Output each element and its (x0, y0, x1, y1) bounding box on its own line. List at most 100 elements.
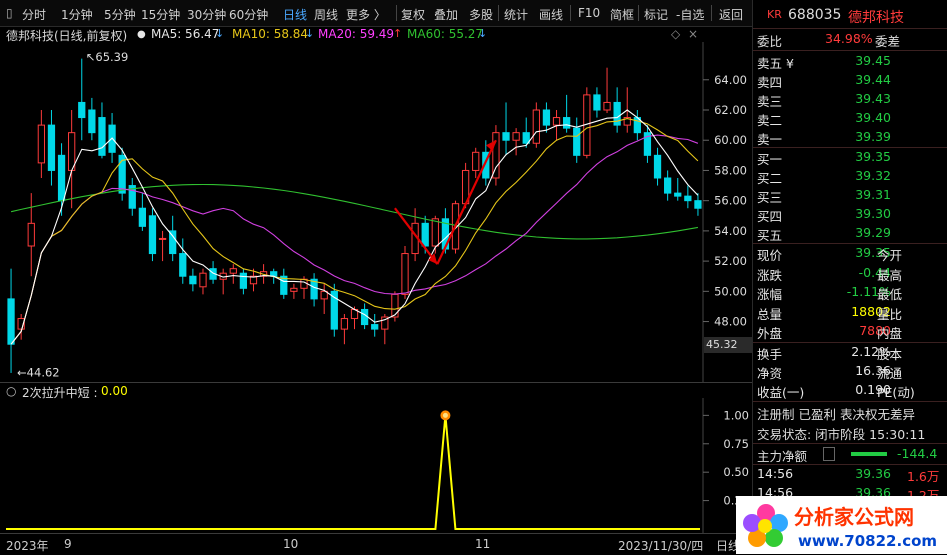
ma60-arrow-down-icon: ↓ (478, 27, 488, 40)
candle-body (17, 318, 25, 330)
ma20-label: MA20: 59.49 (318, 27, 395, 41)
quote-row: 现价 39.35 今开 (757, 245, 903, 263)
candle-body (613, 101, 621, 126)
toolbar-item-1[interactable]: 1分钟 (61, 8, 93, 22)
ma5-arrow-down-icon: ↓ (215, 27, 225, 40)
axis-year-label: 2023年 (6, 539, 49, 553)
ma5-label: MA5: 56.47 (151, 27, 220, 41)
ma20-arrow-up-icon: ↑ (393, 27, 403, 40)
time-axis: 2023年 9 10 11 2023/11/30/四 日线 (0, 533, 752, 555)
candle-body (562, 117, 571, 129)
candle-body (320, 290, 328, 300)
candle-body (158, 237, 167, 240)
price-tick-label: 58.00 (714, 163, 747, 177)
candle-body (57, 154, 66, 202)
toolbar-item-13[interactable]: 画线 (539, 8, 564, 22)
bid-row: 买五 39.29 (757, 225, 891, 243)
drawn-arrow-down (394, 207, 439, 265)
indicator-value: 0.00 (101, 384, 128, 398)
ask-row: 卖三 39.43 (757, 91, 891, 109)
toolbar-item-11[interactable]: 多股 (469, 8, 494, 22)
main-flow-row: 主力净额 -144.4 (757, 446, 938, 464)
price-tick-label: 50.00 (714, 284, 747, 298)
price-tick-label: 60.00 (714, 133, 747, 147)
toolbar-item-8[interactable]: 更多 〉 (346, 8, 386, 22)
toolbar-separator (396, 5, 397, 21)
indicator-tick-label: 0.75 (723, 437, 749, 451)
candle-body (512, 132, 520, 141)
quote-row: 外盘 7880 内盘 (757, 323, 903, 341)
axis-month-9: 9 (64, 537, 72, 551)
settings-dot-icon[interactable]: ● (137, 29, 146, 40)
candle-body (401, 253, 409, 295)
low-annotation: ←44.62 (17, 366, 60, 380)
toolbar-item-9[interactable]: 复权 (401, 8, 426, 22)
toolbar-item-10[interactable]: 叠加 (434, 8, 459, 22)
candle-body (47, 124, 56, 171)
price-tick-label: 52.00 (714, 254, 747, 268)
axis-date-label: 2023/11/30/四 (618, 539, 704, 553)
toolbar-item-17[interactable]: -自选 (676, 8, 705, 22)
candle-body (189, 275, 197, 285)
toolbar-item-15[interactable]: 简框 (610, 8, 635, 22)
trade-status: 交易状态: 闭市阶段 15:30:11 (757, 427, 926, 442)
candle-body (169, 230, 177, 255)
candle-body (37, 124, 45, 164)
toolbar-item-5[interactable]: 60分钟 (229, 8, 269, 22)
toolbar-item-16[interactable]: 标记 (644, 8, 669, 22)
candle-body (391, 293, 399, 318)
indicator-tick-label: 1.00 (723, 408, 749, 422)
toolbar-item-18[interactable]: 返回 (719, 8, 744, 22)
signal-marker-core (442, 412, 448, 418)
candle-body (532, 109, 540, 144)
indicator-toggle-icon[interactable]: ○ (6, 384, 17, 398)
candle-body (340, 318, 349, 330)
candle-body (431, 218, 439, 247)
ma10-line (10, 118, 699, 345)
toolbar-item-7[interactable]: 周线 (314, 8, 339, 22)
candle-body (128, 185, 136, 209)
diamond-icon[interactable]: ◇ (671, 27, 681, 41)
candlestick-chart[interactable]: 48.00 50.00 52.00 54.00 56.00 58.00 60.00 62.00… (0, 42, 752, 382)
candle-body (229, 268, 237, 274)
axis-month-11: 11 (475, 537, 491, 551)
candle-body (653, 154, 662, 179)
close-icon[interactable]: × (688, 27, 699, 41)
toolbar-separator (711, 5, 712, 21)
quote-row: 总量 18802 量比 (757, 303, 903, 322)
candle-body (674, 192, 682, 197)
toolbar-item-3[interactable]: 15分钟 (141, 8, 181, 22)
toolbar-item-6[interactable]: 日线 (283, 8, 308, 22)
indicator-chart[interactable]: 0.250.500.751.00 (0, 398, 752, 533)
candle-body (684, 195, 692, 202)
ask-row: 卖四 39.44 (757, 72, 891, 90)
price-tick-label: 54.00 (714, 224, 747, 238)
candle-body (421, 222, 429, 247)
price-tick-label: 64.00 (714, 73, 747, 87)
indicator-tick-label: 0.50 (723, 465, 749, 479)
candle-body (249, 275, 258, 285)
toolbar-item-14[interactable]: F10 (578, 6, 601, 20)
axis-period-label: 日线 (716, 539, 741, 553)
ma10-label: MA10: 58.84 (232, 27, 309, 41)
bid-row: 买四 39.30 (757, 206, 891, 224)
candle-body (179, 253, 187, 277)
stats-row: 净资 16.36 流通 (757, 363, 903, 381)
toolbar-item-0[interactable]: 分时 (22, 8, 47, 22)
webi-row: 委比 34.98% 委差 (757, 31, 901, 49)
candle-body (7, 298, 15, 345)
toolbar-item-2[interactable]: 5分钟 (104, 8, 136, 22)
price-tick-label: 56.00 (714, 194, 747, 208)
toolbar-item-12[interactable]: 统计 (504, 8, 529, 22)
toolbar-separator (638, 5, 639, 21)
drawn-arrow-up (436, 139, 497, 265)
ma10-arrow-down-icon: ↓ (305, 27, 315, 40)
menu-icon[interactable]: ▯ (6, 6, 13, 20)
candle-body (280, 275, 288, 295)
toolbar-item-4[interactable]: 30分钟 (187, 8, 227, 22)
candle-body (552, 117, 561, 126)
ma5-line (10, 109, 699, 345)
candle-body (643, 132, 652, 156)
candle-body (603, 101, 611, 111)
candle-body (78, 101, 86, 119)
